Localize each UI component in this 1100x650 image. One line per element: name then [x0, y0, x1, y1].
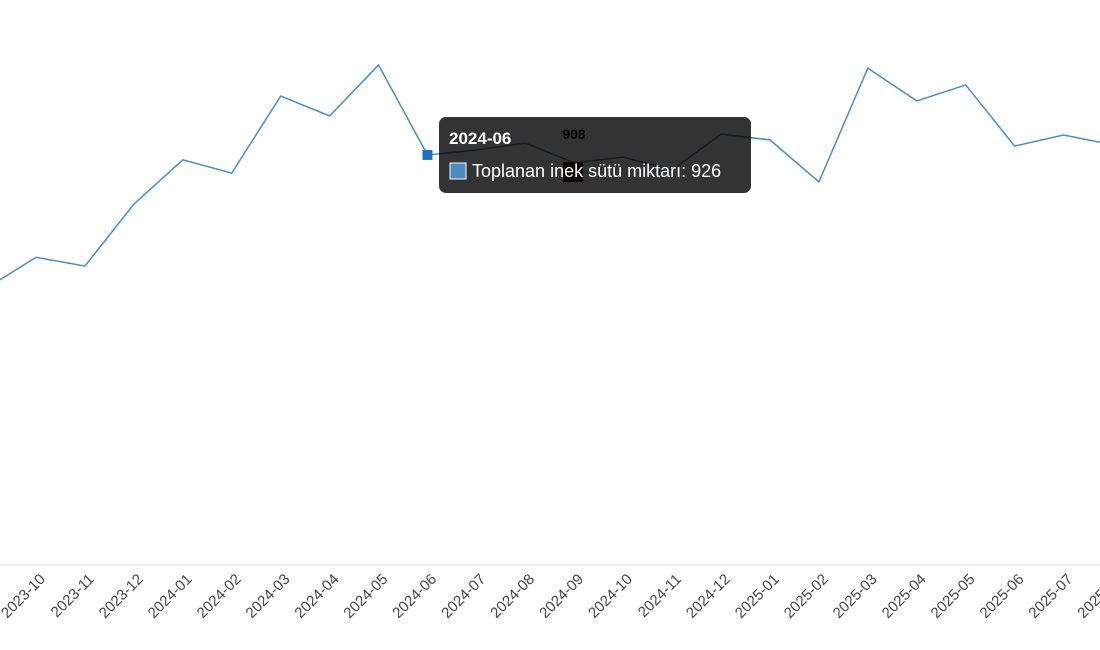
x-tick-label: 2024-08: [487, 571, 538, 622]
x-tick-label: 2025-01: [732, 571, 783, 622]
tooltip-swatch: [449, 162, 467, 180]
x-tick-label: 2025-05: [928, 571, 979, 622]
x-tick-label: 2024-04: [291, 571, 342, 622]
hover-point: [422, 149, 433, 160]
tooltip-text: Toplanan inek sütü miktarı: 926: [472, 161, 721, 181]
tooltip: 2024-06 Toplanan inek sütü miktarı: 926: [439, 117, 751, 193]
x-tick-label: 2025-08: [1074, 571, 1100, 622]
x-tick-label: 2024-07: [438, 571, 489, 622]
x-tick-label: 2024-11: [635, 571, 685, 621]
x-tick-label: 2025-07: [1025, 571, 1076, 622]
x-tick-label: 2023-12: [96, 571, 147, 622]
x-tick-label: 2024-02: [194, 571, 245, 622]
x-tick-label: 2023-10: [0, 571, 49, 622]
x-tick-label: 2024-03: [243, 571, 294, 622]
tooltip-background: [439, 117, 751, 193]
x-tick-label: 2023-11: [48, 571, 98, 621]
x-tick-label: 2024-01: [145, 571, 196, 622]
x-tick-label: 2025-06: [977, 571, 1028, 622]
x-tick-label: 2025-03: [830, 571, 881, 622]
x-tick-label: 2025-04: [879, 571, 930, 622]
x-tick-label: 2024-12: [683, 571, 734, 622]
x-tick-label: 2024-05: [340, 571, 391, 622]
tooltip-title: 2024-06: [449, 129, 511, 148]
x-tick-label: 2024-06: [389, 571, 440, 622]
x-tick-label: 2024-10: [585, 571, 636, 622]
x-tick-label: 2025-02: [781, 571, 832, 622]
x-tick-label: 2024-09: [536, 571, 587, 622]
